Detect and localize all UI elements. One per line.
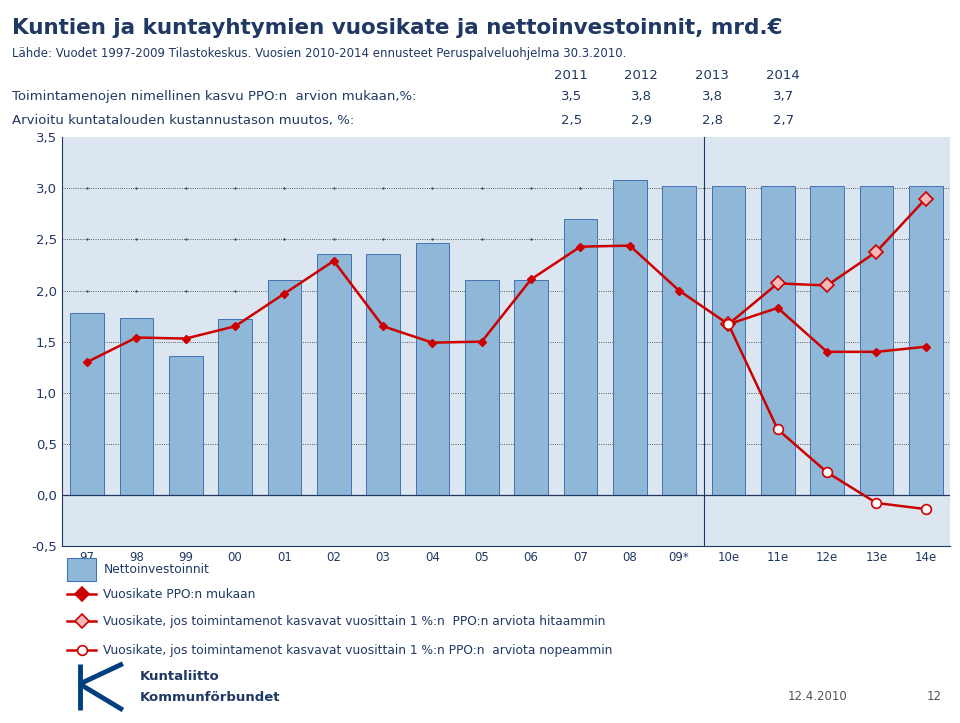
Bar bbox=[465, 281, 498, 495]
Text: Vuosikate, jos toimintamenot kasvavat vuosittain 1 %:n PPO:n  arviota nopeammin: Vuosikate, jos toimintamenot kasvavat vu… bbox=[104, 644, 612, 656]
Text: 2,5: 2,5 bbox=[561, 114, 582, 127]
Bar bbox=[120, 318, 154, 495]
Text: 2,7: 2,7 bbox=[773, 114, 794, 127]
Text: Nettoinvestoinnit: Nettoinvestoinnit bbox=[104, 563, 209, 576]
Bar bbox=[317, 254, 350, 495]
Text: Vuosikate PPO:n mukaan: Vuosikate PPO:n mukaan bbox=[104, 588, 256, 601]
Bar bbox=[859, 187, 893, 495]
Text: Vuosikate, jos toimintamenot kasvavat vuosittain 1 %:n  PPO:n arviota hitaammin: Vuosikate, jos toimintamenot kasvavat vu… bbox=[104, 615, 606, 628]
Text: 2014: 2014 bbox=[766, 69, 801, 82]
Text: Toimintamenojen nimellinen kasvu PPO:n  arvion mukaan,%:: Toimintamenojen nimellinen kasvu PPO:n a… bbox=[12, 90, 417, 103]
Text: Kuntien ja kuntayhtymien vuosikate ja nettoinvestoinnit, mrd.€: Kuntien ja kuntayhtymien vuosikate ja ne… bbox=[12, 18, 783, 38]
Bar bbox=[613, 180, 646, 495]
Bar bbox=[515, 281, 548, 495]
Bar bbox=[761, 187, 795, 495]
Text: Arvioitu kuntatalouden kustannustason muutos, %:: Arvioitu kuntatalouden kustannustason mu… bbox=[12, 114, 355, 127]
Text: 2011: 2011 bbox=[554, 69, 588, 82]
Text: 3,5: 3,5 bbox=[561, 90, 582, 103]
Text: 3,8: 3,8 bbox=[702, 90, 723, 103]
Text: 2013: 2013 bbox=[695, 69, 730, 82]
Text: 3,8: 3,8 bbox=[631, 90, 652, 103]
Text: Lähde: Vuodet 1997-2009 Tilastokeskus. Vuosien 2010-2014 ennusteet Peruspalveluo: Lähde: Vuodet 1997-2009 Tilastokeskus. V… bbox=[12, 47, 627, 60]
Bar bbox=[268, 281, 301, 495]
Text: 12.4.2010: 12.4.2010 bbox=[787, 690, 847, 703]
Bar bbox=[67, 558, 96, 581]
Text: 12: 12 bbox=[926, 690, 942, 703]
Text: 3,7: 3,7 bbox=[773, 90, 794, 103]
Bar bbox=[367, 254, 399, 495]
Bar bbox=[416, 242, 449, 495]
Bar bbox=[711, 187, 745, 495]
Bar bbox=[564, 219, 597, 495]
Bar bbox=[169, 356, 203, 495]
Text: Kuntaliitto: Kuntaliitto bbox=[140, 670, 220, 683]
Bar bbox=[70, 313, 104, 495]
Text: Kommunförbundet: Kommunförbundet bbox=[140, 690, 280, 703]
Text: 2,8: 2,8 bbox=[702, 114, 723, 127]
Bar bbox=[662, 187, 696, 495]
Bar bbox=[218, 319, 252, 495]
Bar bbox=[909, 187, 943, 495]
Text: 2,9: 2,9 bbox=[631, 114, 652, 127]
Text: 2012: 2012 bbox=[624, 69, 659, 82]
Bar bbox=[810, 187, 844, 495]
